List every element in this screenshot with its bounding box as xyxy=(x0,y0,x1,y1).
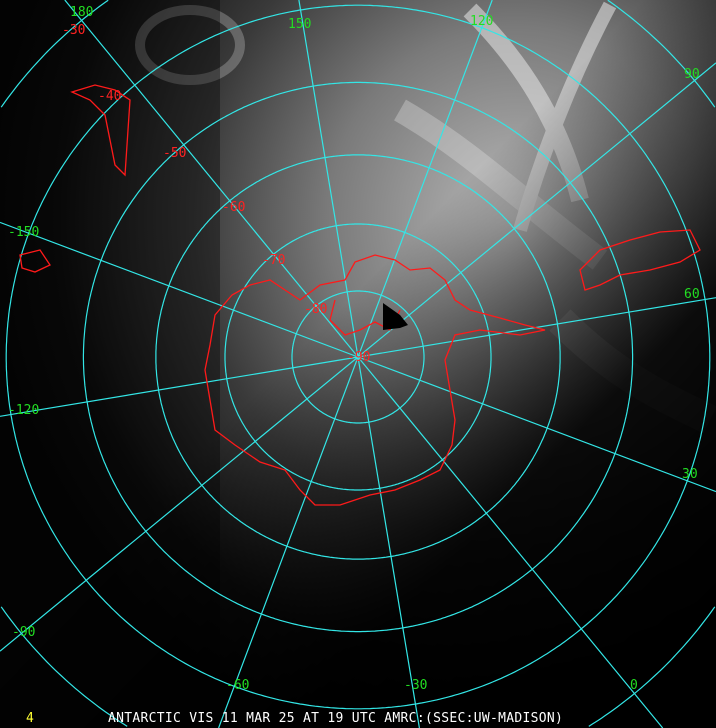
longitude-label: -90 xyxy=(12,625,35,640)
latitude-circle xyxy=(224,223,492,491)
meridian-line xyxy=(357,62,716,358)
meridian-line xyxy=(0,356,359,417)
latitude-circle xyxy=(82,81,634,633)
longitude-label: -30 xyxy=(404,678,427,693)
longitude-label: 150 xyxy=(288,17,311,32)
frame-number: 4 xyxy=(26,711,34,726)
south-america-coastline xyxy=(579,229,701,291)
island-coastline xyxy=(19,249,51,273)
latitude-label: -40 xyxy=(98,89,121,104)
longitude-label: -120 xyxy=(8,403,39,418)
longitude-label: 30 xyxy=(682,467,698,482)
latitude-circle xyxy=(291,290,425,424)
meridian-line xyxy=(357,356,664,728)
longitude-label: 90 xyxy=(684,67,700,82)
meridian-line xyxy=(0,221,359,358)
latitude-label: -30 xyxy=(62,23,85,38)
longitude-labels: 180 150 120 90 60 30 0 -30 -60 -90 -120 -150 xyxy=(8,5,700,693)
longitude-label: 180 xyxy=(70,5,93,20)
latitude-label: -90 xyxy=(347,350,370,365)
coastline xyxy=(19,84,701,506)
meridian-line xyxy=(218,356,359,728)
latitude-label: -50 xyxy=(163,146,186,161)
missing-data-patch xyxy=(383,303,408,330)
latitude-label: -60 xyxy=(222,200,245,215)
new-zealand-coastline xyxy=(70,84,131,177)
latitude-label: -80 xyxy=(304,302,327,317)
image-caption: ANTARCTIC VIS 11 MAR 25 AT 19 UTC AMRC:(… xyxy=(108,711,564,726)
longitude-label: 0 xyxy=(630,678,638,693)
meridian-line xyxy=(298,0,359,358)
antarctic-peninsula-coastline xyxy=(329,299,401,336)
latitude-label: -70 xyxy=(262,253,285,268)
meridian-line xyxy=(357,356,716,493)
meridian-line xyxy=(0,356,359,652)
meridian-line xyxy=(64,0,359,358)
meridian-line xyxy=(357,0,493,358)
longitude-label: 60 xyxy=(684,287,700,302)
latitude-circle xyxy=(5,4,711,710)
antarctica-coastline xyxy=(204,254,546,506)
longitude-label: -150 xyxy=(8,225,39,240)
latitude-labels: -30 -40 -50 -60 -70 -80 -90 xyxy=(62,23,370,365)
longitude-label: -60 xyxy=(226,678,249,693)
longitude-label: 120 xyxy=(470,14,493,29)
meridian-line xyxy=(357,356,420,728)
latitude-circle xyxy=(155,154,561,560)
